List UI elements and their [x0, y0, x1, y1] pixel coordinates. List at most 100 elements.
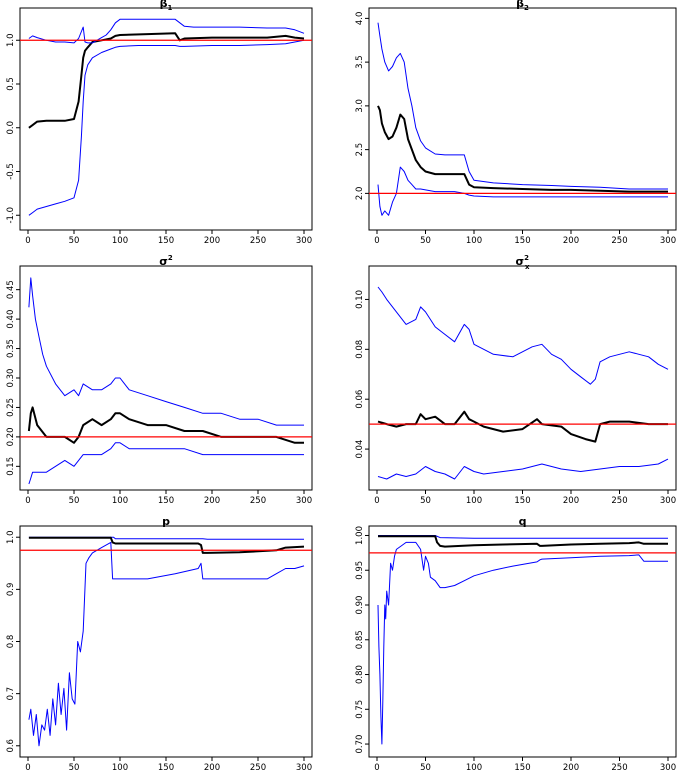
y-tick-label: -0.5	[6, 163, 16, 180]
x-tick-label: 200	[563, 236, 579, 246]
series-bound-line	[28, 541, 305, 747]
y-tick-label: 0.85	[355, 630, 365, 649]
x-tick-label: 150	[514, 236, 530, 246]
panel-title: q	[519, 515, 527, 528]
series-bound-line	[377, 22, 668, 190]
y-tick-label: 0.04	[355, 440, 365, 459]
y-tick-label: 0.8	[6, 635, 16, 649]
y-tick-label: 0.80	[355, 665, 365, 684]
plot-frame	[368, 265, 677, 491]
x-tick-label: 0	[25, 496, 30, 506]
x-tick-label: 150	[158, 496, 174, 506]
y-tick-label: -1.0	[6, 207, 16, 224]
x-tick-label: 100	[112, 236, 128, 246]
series-bound-line	[28, 536, 304, 540]
x-tick-label: 200	[563, 496, 579, 506]
x-tick-label: 250	[611, 496, 627, 506]
x-tick-label: 300	[296, 763, 312, 773]
y-tick-label: 0.15	[6, 457, 16, 476]
x-tick-label: 0	[374, 763, 379, 773]
y-tick-label: 0.9	[6, 583, 16, 597]
y-tick-label: 0.20	[6, 427, 16, 446]
series-bound-line	[28, 18, 305, 44]
chart-panel-4: σ2 x 0 50 100 150 200 250 300 0.04 0.06 0.08 0.10	[355, 254, 677, 506]
panel-title: β̂1	[160, 0, 173, 12]
series-bound-line	[377, 541, 668, 745]
x-tick-label: 100	[112, 763, 128, 773]
x-tick-label: 0	[374, 236, 379, 246]
x-tick-label: 300	[660, 236, 676, 246]
x-tick-label: 100	[466, 236, 482, 246]
x-tick-label: 200	[204, 496, 220, 506]
series-bound-line	[377, 286, 669, 385]
y-tick-label: 0.75	[355, 700, 365, 719]
panel-title: σ2 x	[516, 254, 530, 271]
y-tick-label: 0.7	[6, 687, 16, 701]
y-tick-label: 0.08	[355, 340, 365, 359]
x-tick-label: 200	[204, 236, 220, 246]
y-tick-label: 0.25	[6, 398, 16, 417]
x-tick-label: 100	[466, 763, 482, 773]
x-tick-label: 300	[660, 763, 676, 773]
y-tick-label: 0.6	[6, 739, 16, 753]
y-tick-label: 0.5	[6, 77, 16, 91]
panel-title: β̂2	[516, 0, 529, 12]
y-tick-label: 0.0	[6, 121, 16, 135]
x-tick-label: 150	[514, 763, 530, 773]
panel-title-main: σ	[516, 255, 525, 268]
y-tick-label: 3.0	[355, 99, 365, 113]
x-tick-label: 250	[250, 763, 266, 773]
x-tick-label: 250	[611, 763, 627, 773]
plot-frame	[19, 265, 313, 491]
panel-title-superscript: 2	[524, 254, 529, 262]
y-tick-label: 3.5	[355, 55, 365, 69]
y-tick-label: 0.70	[355, 735, 365, 754]
y-tick-label: 4.0	[355, 12, 365, 26]
y-tick-label: 0.10	[355, 290, 365, 309]
series-bound-line	[377, 458, 669, 480]
chart-panel-6: q 0 50 100 150 200 250 300 0.70 0.75 0.80 0.85 0.90 0…	[355, 515, 677, 773]
panel-title-superscript: 2	[168, 254, 173, 262]
series-estimate-line	[378, 535, 668, 548]
panel-title: σ2	[159, 254, 173, 268]
series-estimate-line	[27, 406, 304, 444]
y-tick-label: 1.0	[6, 33, 16, 47]
x-tick-label: 50	[420, 236, 431, 246]
x-tick-label: 100	[112, 496, 128, 506]
chart-panel-1: β̂1 0 50 100 150 200 250 300 -1.0 -0.5 0.0 0.5 1.0	[6, 0, 313, 246]
plot-frame	[368, 525, 677, 758]
series-estimate-line	[377, 410, 668, 443]
series-bound-line	[377, 166, 668, 216]
x-tick-label: 300	[296, 236, 312, 246]
plot-frame	[19, 7, 313, 231]
y-tick-label: 0.95	[355, 561, 365, 580]
y-tick-label: 0.40	[6, 310, 16, 329]
y-tick-label: 0.30	[6, 369, 16, 388]
panel-title-main: q	[519, 515, 527, 528]
series-estimate-line	[28, 32, 305, 129]
chart-panel-2: β̂2 0 50 100 150 200 250 300 2.0 2.5 3.0 3.5 4.0	[355, 0, 677, 246]
y-tick-label: 0.35	[6, 339, 16, 358]
series-bound-line	[28, 277, 304, 426]
x-tick-label: 300	[296, 496, 312, 506]
x-tick-label: 0	[25, 763, 30, 773]
x-tick-label: 150	[158, 763, 174, 773]
x-tick-label: 50	[69, 496, 80, 506]
panel-title: p	[162, 515, 170, 528]
y-tick-label: 0.06	[355, 390, 365, 409]
series-estimate-line	[28, 536, 305, 554]
series-bound-line	[28, 442, 304, 485]
x-tick-label: 300	[660, 496, 676, 506]
x-tick-label: 200	[204, 763, 220, 773]
panel-title-subscript: x	[525, 263, 530, 271]
panel-title-main: β̂	[516, 0, 524, 10]
series-bound-line	[28, 39, 305, 216]
x-tick-label: 50	[420, 496, 431, 506]
y-tick-label: 0.90	[355, 596, 365, 615]
x-tick-label: 150	[158, 236, 174, 246]
x-tick-label: 0	[25, 236, 30, 246]
x-tick-label: 50	[69, 236, 80, 246]
x-tick-label: 50	[69, 763, 80, 773]
chart-panel-3: σ2 0 50 100 150 200 250 300 0.15 0.20 0.25 0.30 0.35…	[6, 254, 313, 506]
